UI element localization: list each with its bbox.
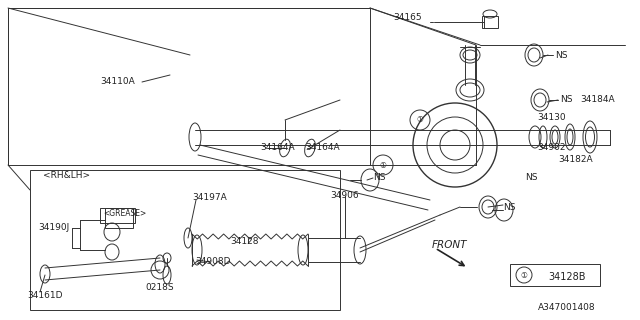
Text: NS: NS <box>525 173 538 182</box>
Text: 34190J: 34190J <box>38 223 69 233</box>
Text: <GREASE>: <GREASE> <box>103 209 147 218</box>
Bar <box>482 16 498 28</box>
Bar <box>30 170 340 310</box>
Text: 34110A: 34110A <box>100 77 135 86</box>
Text: FRONT: FRONT <box>432 240 467 250</box>
Text: 34165: 34165 <box>393 13 422 22</box>
Text: 34164A: 34164A <box>260 143 294 153</box>
Text: ①: ① <box>417 116 424 124</box>
Bar <box>510 264 600 286</box>
Text: <RH&LH>: <RH&LH> <box>43 171 90 180</box>
Text: 34908D: 34908D <box>195 258 230 267</box>
Text: 34128B: 34128B <box>548 272 586 282</box>
Text: A347001408: A347001408 <box>538 303 596 313</box>
Bar <box>105 208 133 228</box>
Text: ①: ① <box>520 270 527 279</box>
Text: 34197A: 34197A <box>192 194 227 203</box>
Text: 34184A: 34184A <box>580 95 614 105</box>
Text: 34906: 34906 <box>330 190 358 199</box>
Text: NS: NS <box>503 203 515 212</box>
Bar <box>100 208 135 223</box>
Text: 34902: 34902 <box>537 143 566 153</box>
Text: 0218S: 0218S <box>145 284 173 292</box>
Text: NS: NS <box>373 173 385 182</box>
Text: ①: ① <box>380 161 387 170</box>
Text: NS: NS <box>555 51 568 60</box>
Text: 34182A: 34182A <box>558 156 593 164</box>
Text: 34161D: 34161D <box>27 291 63 300</box>
Text: 34128: 34128 <box>230 237 259 246</box>
Text: 34164A: 34164A <box>305 143 340 153</box>
Text: NS: NS <box>560 95 573 105</box>
Text: 34130: 34130 <box>537 114 566 123</box>
